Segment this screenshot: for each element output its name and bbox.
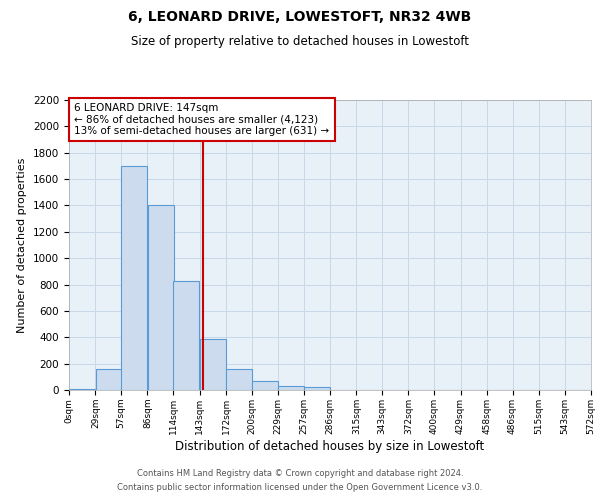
Bar bbox=[304, 386, 330, 390]
Bar bbox=[252, 382, 278, 390]
Bar bbox=[226, 369, 252, 390]
Bar bbox=[69, 388, 95, 390]
Y-axis label: Number of detached properties: Number of detached properties bbox=[17, 158, 28, 332]
Bar bbox=[148, 206, 173, 390]
Bar bbox=[121, 166, 147, 390]
Text: 6, LEONARD DRIVE, LOWESTOFT, NR32 4WB: 6, LEONARD DRIVE, LOWESTOFT, NR32 4WB bbox=[128, 10, 472, 24]
Bar bbox=[278, 386, 304, 390]
Bar bbox=[173, 280, 199, 390]
Text: Contains public sector information licensed under the Open Government Licence v3: Contains public sector information licen… bbox=[118, 484, 482, 492]
X-axis label: Distribution of detached houses by size in Lowestoft: Distribution of detached houses by size … bbox=[175, 440, 485, 452]
Bar bbox=[200, 338, 226, 390]
Text: Contains HM Land Registry data © Crown copyright and database right 2024.: Contains HM Land Registry data © Crown c… bbox=[137, 468, 463, 477]
Text: Size of property relative to detached houses in Lowestoft: Size of property relative to detached ho… bbox=[131, 35, 469, 48]
Bar bbox=[96, 369, 122, 390]
Text: 6 LEONARD DRIVE: 147sqm
← 86% of detached houses are smaller (4,123)
13% of semi: 6 LEONARD DRIVE: 147sqm ← 86% of detache… bbox=[74, 103, 329, 136]
